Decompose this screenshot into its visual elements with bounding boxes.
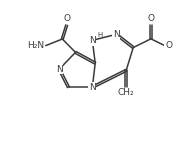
Text: N: N — [89, 36, 96, 45]
Text: H: H — [98, 32, 103, 38]
Text: H₂N: H₂N — [27, 41, 44, 50]
Text: N: N — [56, 65, 63, 74]
Text: O: O — [166, 41, 173, 50]
Text: N: N — [113, 30, 120, 39]
Text: N: N — [89, 83, 96, 92]
Text: O: O — [147, 15, 154, 24]
Text: O: O — [63, 14, 70, 23]
Text: CH₂: CH₂ — [118, 88, 135, 97]
